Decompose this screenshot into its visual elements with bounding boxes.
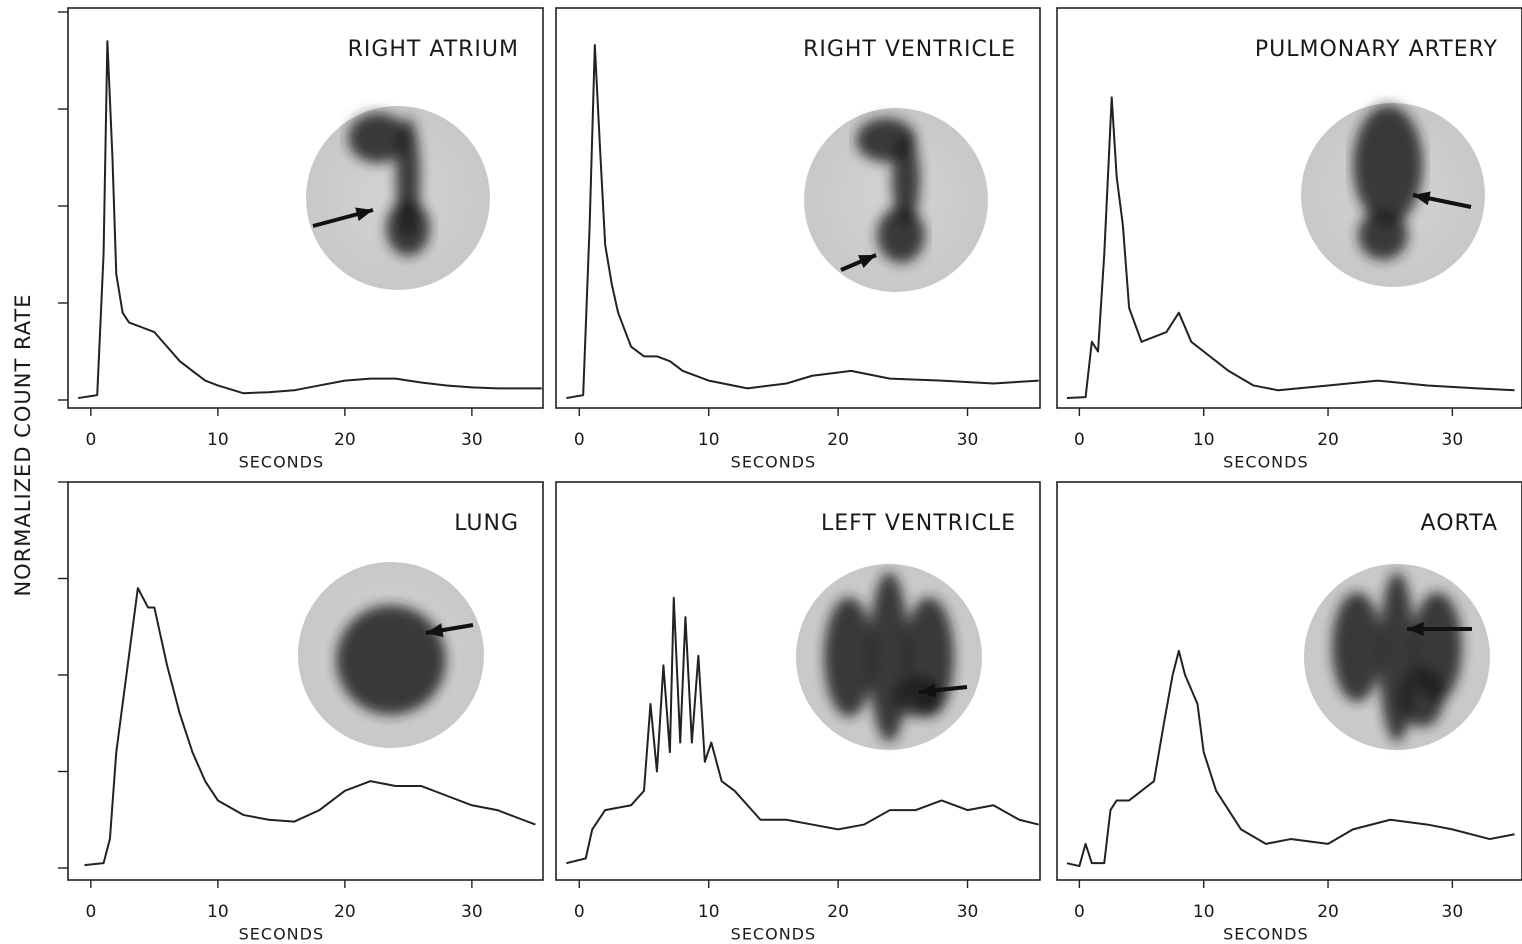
scan-activity bbox=[336, 605, 446, 715]
x-tick-label: 0 bbox=[85, 902, 96, 922]
x-tick-label: 30 bbox=[957, 902, 979, 922]
activity-blob bbox=[1400, 667, 1444, 727]
x-axis-label: SECONDS bbox=[731, 453, 816, 472]
panel-title: RIGHT ATRIUM bbox=[348, 37, 519, 62]
panel-title: LEFT VENTRICLE bbox=[821, 511, 1016, 536]
activity-blob bbox=[894, 677, 944, 717]
x-tick-label: 20 bbox=[334, 430, 356, 450]
activity-blob bbox=[1332, 592, 1382, 702]
x-tick-label: 0 bbox=[574, 430, 585, 450]
x-axis-label: SECONDS bbox=[1223, 453, 1308, 472]
x-tick-label: 30 bbox=[461, 902, 483, 922]
x-tick-label: 20 bbox=[1317, 902, 1339, 922]
activity-blob bbox=[1358, 210, 1408, 260]
panel: LUNG SECONDS 0 10 20 30 bbox=[58, 482, 543, 944]
activity-blob bbox=[869, 572, 909, 742]
x-tick-label: 0 bbox=[574, 902, 585, 922]
x-tick-label: 30 bbox=[1442, 902, 1464, 922]
x-tick-label: 20 bbox=[827, 902, 849, 922]
activity-blob bbox=[386, 200, 430, 256]
x-tick-label: 10 bbox=[1193, 430, 1215, 450]
x-tick-label: 20 bbox=[1317, 430, 1339, 450]
x-tick-label: 20 bbox=[827, 430, 849, 450]
x-tick-label: 30 bbox=[957, 430, 979, 450]
panel-title: RIGHT VENTRICLE bbox=[803, 37, 1016, 62]
activity-blob bbox=[877, 207, 925, 263]
x-tick-label: 30 bbox=[1442, 430, 1464, 450]
x-axis-label: SECONDS bbox=[731, 925, 816, 944]
x-tick-label: 20 bbox=[334, 902, 356, 922]
x-tick-label: 10 bbox=[698, 430, 720, 450]
x-axis-label: SECONDS bbox=[1223, 925, 1308, 944]
x-tick-label: 10 bbox=[207, 430, 229, 450]
x-axis-label: SECONDS bbox=[239, 453, 324, 472]
x-tick-label: 0 bbox=[85, 430, 96, 450]
x-tick-label: 10 bbox=[698, 902, 720, 922]
panel: PULMONARY ARTERY SECONDS 0 10 20 30 bbox=[1057, 8, 1522, 472]
y-axis-label: NORMALIZED COUNT RATE bbox=[11, 293, 35, 596]
page: NORMALIZED COUNT RATE RIGHT ATRIUM SECOND… bbox=[0, 0, 1522, 944]
panel-title: AORTA bbox=[1421, 511, 1498, 536]
panel: AORTA SECONDS 0 10 20 30 bbox=[1057, 482, 1522, 944]
x-tick-label: 10 bbox=[207, 902, 229, 922]
panel-title: LUNG bbox=[454, 511, 519, 536]
activity-blob bbox=[1353, 105, 1423, 225]
x-tick-label: 10 bbox=[1193, 902, 1215, 922]
figure: NORMALIZED COUNT RATE RIGHT ATRIUM SECOND… bbox=[0, 0, 1522, 944]
x-tick-label: 0 bbox=[1074, 902, 1085, 922]
activity-blob bbox=[824, 597, 874, 717]
panel: LEFT VENTRICLE SECONDS 0 10 20 30 bbox=[556, 482, 1040, 944]
panel-title: PULMONARY ARTERY bbox=[1255, 37, 1498, 62]
x-tick-label: 0 bbox=[1074, 430, 1085, 450]
activity-blob bbox=[336, 605, 446, 715]
panel: RIGHT ATRIUM SECONDS 0 10 20 30 bbox=[58, 8, 543, 472]
panel: RIGHT VENTRICLE SECONDS 0 10 20 30 bbox=[556, 8, 1040, 472]
x-tick-label: 30 bbox=[461, 430, 483, 450]
x-axis-label: SECONDS bbox=[239, 925, 324, 944]
